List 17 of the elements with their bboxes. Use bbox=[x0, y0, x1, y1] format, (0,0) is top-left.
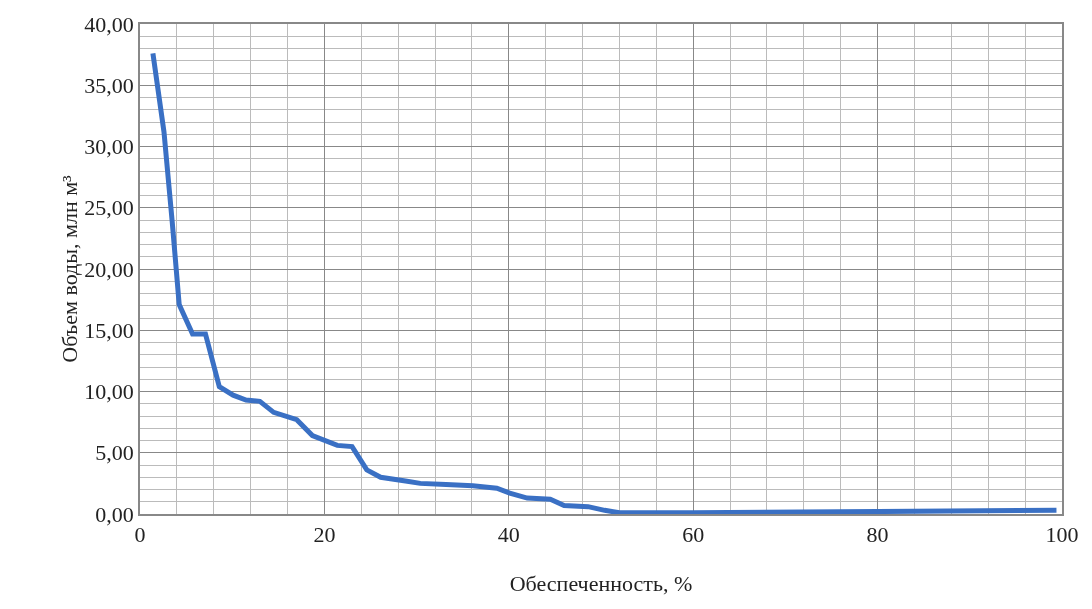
y-tick-label: 40,00 bbox=[84, 11, 134, 37]
y-tick-label: 20,00 bbox=[84, 256, 134, 282]
x-tick-label: 0 bbox=[134, 522, 146, 548]
y-tick-label: 0,00 bbox=[95, 501, 134, 527]
x-axis-title: Обеспеченность, % bbox=[509, 570, 693, 596]
x-tick-label: 100 bbox=[1045, 522, 1079, 548]
y-tick-label: 35,00 bbox=[84, 72, 134, 98]
y-tick-label: 30,00 bbox=[84, 134, 134, 160]
y-axis-title: Объем воды, млн м³ bbox=[57, 174, 83, 363]
x-tick-label: 60 bbox=[682, 522, 705, 548]
x-tick-label: 40 bbox=[497, 522, 520, 548]
y-tick-label: 15,00 bbox=[84, 317, 134, 343]
y-tick-label: 25,00 bbox=[84, 195, 134, 221]
x-tick-label: 80 bbox=[866, 522, 889, 548]
x-tick-label: 20 bbox=[313, 522, 336, 548]
y-tick-label: 5,00 bbox=[95, 440, 134, 466]
y-tick-label: 10,00 bbox=[84, 379, 134, 405]
